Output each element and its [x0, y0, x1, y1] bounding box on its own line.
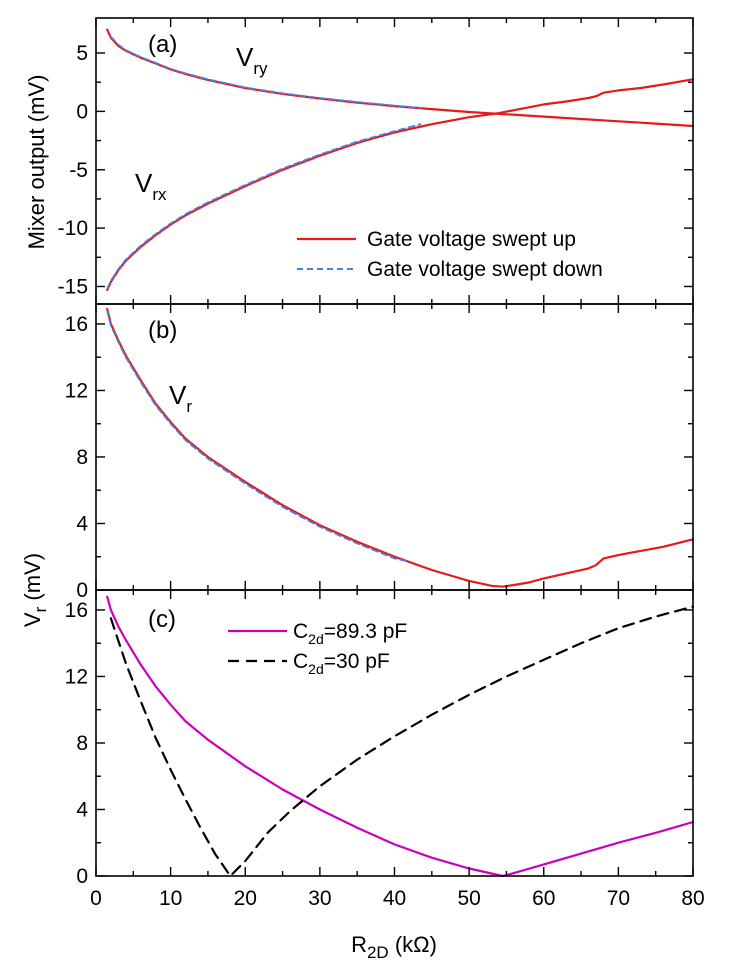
xtick-label-8: 80 — [681, 887, 704, 910]
xtick-label-1: 10 — [159, 887, 182, 910]
legend-c2d-89-prefix: C — [293, 620, 308, 643]
shared-ylabel: Vr (mV) — [20, 553, 50, 627]
panel-a-annotation-vry: Vry — [236, 42, 268, 78]
xtick-label-5: 50 — [457, 887, 480, 910]
xtick-label-0: 0 — [90, 887, 102, 910]
vr-main: V — [169, 380, 187, 410]
legend-c2d-30-suffix: =30 pF — [324, 650, 390, 673]
panel-a-series-1 — [110, 35, 422, 109]
panel-a-ticks: 5 0 -5 -10 -15 — [58, 18, 694, 304]
panel-b-ytick-label-1: 12 — [65, 379, 88, 402]
vry-sub: ry — [253, 59, 268, 78]
panel-c-legend: C2d=89.3 pF C2d=30 pF — [228, 620, 407, 677]
panel-c-ytick-label-1: 12 — [65, 665, 88, 688]
vr-sub: r — [186, 397, 192, 416]
vry-main: V — [236, 42, 254, 72]
panel-b-ytick-label-2: 8 — [76, 446, 88, 469]
xlabel-main: R — [351, 932, 367, 957]
legend-c2d-89-suffix: =89.3 pF — [324, 620, 407, 643]
shared-ylabel-unit: (mV) — [20, 553, 45, 607]
xtick-label-2: 20 — [234, 887, 257, 910]
panel-b-label: (b) — [148, 317, 177, 344]
panel-c-ytick-label-4: 0 — [76, 865, 88, 888]
legend-label-c2d-89: C2d=89.3 pF — [293, 620, 407, 647]
panel-a-ytick-label-4: -15 — [58, 275, 88, 298]
panel-b-ticks: 16 12 8 4 0 — [65, 304, 694, 602]
shared-ylabel-sub: r — [31, 606, 50, 612]
shared-ylabel-main: V — [20, 612, 45, 627]
panel-a-ylabel: Mixer output (mV) — [24, 75, 49, 250]
panel-c-ytick-label-3: 4 — [76, 798, 88, 821]
legend-label-swept-down: Gate voltage swept down — [367, 258, 603, 281]
panel-a-ytick-label-1: 0 — [76, 100, 88, 123]
legend-c2d-30-prefix: C — [293, 650, 308, 673]
panel-b-annotation-vr: Vr — [169, 380, 192, 416]
panel-a-ytick-label-3: -10 — [58, 217, 88, 240]
panel-b-series — [106, 307, 695, 588]
panel-b-series-1 — [106, 309, 407, 562]
vrx-sub: rx — [152, 185, 167, 204]
panel-c-ytick-label-0: 16 — [65, 599, 88, 622]
panel-c-label: (c) — [148, 606, 176, 633]
panel-b-ytick-label-3: 4 — [76, 512, 88, 535]
panel-c-series — [106, 595, 695, 878]
panel-a-legend: Gate voltage swept up Gate voltage swept… — [297, 228, 603, 281]
xlabel-unit: (kΩ) — [389, 932, 437, 957]
panel-c-series-0 — [106, 595, 695, 878]
xtick-label-3: 30 — [308, 887, 331, 910]
panel-c-series-1 — [109, 605, 695, 878]
panel-c-ytick-label-2: 8 — [76, 732, 88, 755]
panel-a-series-2 — [106, 78, 695, 292]
panel-b-ytick-label-4: 0 — [76, 579, 88, 602]
xtick-label-4: 40 — [383, 887, 406, 910]
xlabel: R2D (kΩ) — [351, 932, 437, 962]
vrx-main: V — [135, 168, 153, 198]
xtick-label-6: 60 — [532, 887, 555, 910]
legend-c2d-89-sub: 2d — [308, 631, 324, 647]
panel-a-ytick-label-2: -5 — [69, 159, 88, 182]
panel-a-series-3 — [106, 123, 422, 290]
panel-a-label: (a) — [148, 31, 177, 58]
xlabel-sub: 2D — [367, 943, 389, 962]
panel-a-series — [106, 28, 695, 292]
panel-a-annotation-vrx: Vrx — [135, 168, 167, 204]
panel-b-ytick-label-0: 16 — [65, 313, 88, 336]
legend-label-swept-up: Gate voltage swept up — [367, 228, 576, 251]
panel-a-ytick-label-0: 5 — [76, 42, 88, 65]
legend-c2d-30-sub: 2d — [308, 661, 324, 677]
xtick-label-7: 70 — [607, 887, 630, 910]
legend-label-c2d-30: C2d=30 pF — [293, 650, 390, 677]
panel-b-series-0 — [106, 307, 695, 588]
